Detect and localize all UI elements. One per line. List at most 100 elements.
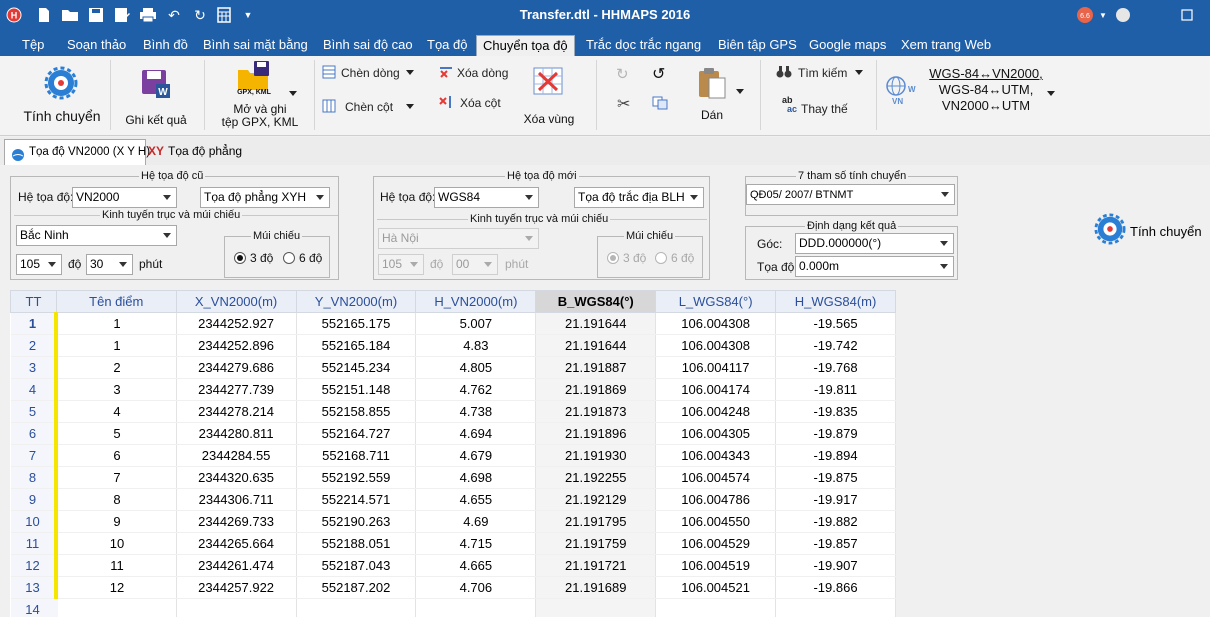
cell-b-wgs84[interactable]: 21.191689 [536, 577, 656, 599]
cell-b-wgs84[interactable]: 21.191896 [536, 423, 656, 445]
old-minute-select[interactable]: 30 [86, 254, 133, 275]
column-header-x-vn2000[interactable]: X_VN2000(m) [176, 291, 296, 313]
column-header-ten-diem[interactable]: Tên điểm [56, 291, 176, 313]
menu-tab-binh-sai-do-cao[interactable]: Bình sai độ cao [319, 35, 417, 56]
cell-point-name[interactable]: 1 [56, 335, 176, 357]
tim-kiem-dropdown-icon[interactable] [855, 70, 863, 75]
cell-row-number[interactable]: 2 [11, 335, 57, 357]
menu-tab-binh-do[interactable]: Bình đồ [139, 35, 192, 56]
cell-l-wgs84[interactable]: 106.004786 [656, 489, 776, 511]
menu-tab-google-maps[interactable]: Google maps [805, 35, 890, 56]
cell-row-number[interactable]: 5 [11, 401, 57, 423]
dan-dropdown-icon[interactable] [736, 89, 744, 94]
refresh-icon[interactable]: ↺ [652, 64, 665, 84]
cell-h-wgs84[interactable] [776, 599, 896, 617]
cell-h-vn2000[interactable]: 4.805 [416, 357, 536, 379]
cell-x-vn2000[interactable]: 2344269.733 [176, 511, 296, 533]
table-row[interactable]: 14 [11, 599, 896, 617]
column-header-y-vn2000[interactable]: Y_VN2000(m) [296, 291, 416, 313]
cell-b-wgs84[interactable]: 21.191721 [536, 555, 656, 577]
table-row[interactable]: 9 8 2344306.711 552214.571 4.655 21.192129 106… [11, 489, 896, 511]
cell-y-vn2000[interactable]: 552188.051 [296, 533, 416, 555]
cell-h-vn2000[interactable]: 4.655 [416, 489, 536, 511]
cell-x-vn2000[interactable]: 2344261.474 [176, 555, 296, 577]
cell-point-name[interactable]: 11 [56, 555, 176, 577]
cell-h-vn2000[interactable]: 4.69 [416, 511, 536, 533]
cut-icon[interactable]: ✂ [617, 94, 630, 114]
cell-x-vn2000[interactable]: 2344280.811 [176, 423, 296, 445]
cell-y-vn2000[interactable]: 552165.175 [296, 313, 416, 335]
cell-row-number[interactable]: 1 [11, 313, 57, 335]
cell-b-wgs84[interactable]: 21.192255 [536, 467, 656, 489]
cell-y-vn2000[interactable]: 552165.184 [296, 335, 416, 357]
cell-row-number[interactable]: 6 [11, 423, 57, 445]
cell-x-vn2000[interactable]: 2344306.711 [176, 489, 296, 511]
cell-x-vn2000[interactable]: 2344278.214 [176, 401, 296, 423]
cell-point-name[interactable]: 4 [56, 401, 176, 423]
cell-x-vn2000[interactable]: 2344277.739 [176, 379, 296, 401]
menu-tab-soan-thao[interactable]: Soạn thảo [63, 35, 130, 56]
cell-row-number[interactable]: 13 [11, 577, 57, 599]
ribbon-thay-the-button[interactable]: ab ac Thay thế [782, 96, 858, 118]
table-row[interactable]: 3 2 2344279.686 552145.234 4.805 21.191887 106… [11, 357, 896, 379]
cell-y-vn2000[interactable]: 552190.263 [296, 511, 416, 533]
maximize-icon[interactable] [1176, 4, 1198, 26]
menu-tab-tep[interactable]: Tệp [18, 35, 48, 56]
table-row[interactable]: 13 12 2344257.922 552187.202 4.706 21.191689 1… [11, 577, 896, 599]
cell-h-vn2000[interactable]: 4.762 [416, 379, 536, 401]
cell-l-wgs84[interactable]: 106.004308 [656, 313, 776, 335]
customize-dropdown-icon[interactable]: ▼ [238, 5, 258, 25]
cell-y-vn2000[interactable]: 552168.711 [296, 445, 416, 467]
cell-h-wgs84[interactable]: -19.875 [776, 467, 896, 489]
cell-point-name[interactable]: 3 [56, 379, 176, 401]
params-select[interactable]: QĐ05/ 2007/ BTNMT [746, 184, 955, 205]
cell-b-wgs84[interactable]: 21.191795 [536, 511, 656, 533]
menu-tab-bien-tap-gps[interactable]: Biên tập GPS [714, 35, 801, 56]
cell-l-wgs84[interactable]: 106.004174 [656, 379, 776, 401]
user-menu-arrow-icon[interactable]: ▼ [1092, 4, 1114, 26]
new-province-select[interactable]: Hà Nội [378, 228, 539, 249]
table-row[interactable]: 1 1 2344252.927 552165.175 5.007 21.191644 106… [11, 313, 896, 335]
open-folder-icon[interactable] [60, 5, 80, 25]
new-loai-toa-do-select[interactable]: Tọa độ trắc địa BLH [574, 187, 704, 208]
table-row[interactable]: 8 7 2344320.635 552192.559 4.698 21.192255 106… [11, 467, 896, 489]
cell-y-vn2000[interactable]: 552145.234 [296, 357, 416, 379]
table-row[interactable]: 11 10 2344265.664 552188.051 4.715 21.191759 1… [11, 533, 896, 555]
cell-h-vn2000[interactable]: 4.715 [416, 533, 536, 555]
table-row[interactable]: 4 3 2344277.739 552151.148 4.762 21.191869 106… [11, 379, 896, 401]
ribbon-tinh-chuyen-button[interactable]: Tính chuyển [20, 62, 104, 128]
cell-y-vn2000[interactable]: 552164.727 [296, 423, 416, 445]
cell-y-vn2000[interactable]: 552192.559 [296, 467, 416, 489]
old-zone-6-radio[interactable] [283, 252, 295, 264]
cell-x-vn2000[interactable]: 2344257.922 [176, 577, 296, 599]
old-province-select[interactable]: Bắc Ninh [16, 225, 177, 246]
cell-h-vn2000[interactable]: 4.665 [416, 555, 536, 577]
column-header-l-wgs84[interactable]: L_WGS84(°) [656, 291, 776, 313]
cell-l-wgs84[interactable] [656, 599, 776, 617]
table-row[interactable]: 12 11 2344261.474 552187.043 4.665 21.191721 1… [11, 555, 896, 577]
cell-h-vn2000[interactable]: 4.698 [416, 467, 536, 489]
column-header-h-vn2000[interactable]: H_VN2000(m) [416, 291, 536, 313]
cell-b-wgs84[interactable]: 21.191644 [536, 313, 656, 335]
cell-h-wgs84[interactable]: -19.835 [776, 401, 896, 423]
cell-row-number[interactable]: 7 [11, 445, 57, 467]
cell-y-vn2000[interactable]: 552187.043 [296, 555, 416, 577]
cell-point-name[interactable]: 1 [56, 313, 176, 335]
ribbon-chen-cot-button[interactable]: Chèn cột [322, 98, 404, 116]
cell-l-wgs84[interactable]: 106.004248 [656, 401, 776, 423]
gpx-kml-dropdown-icon[interactable] [289, 91, 297, 96]
table-row[interactable]: 7 6 2344284.55 552168.711 4.679 21.191930 106.… [11, 445, 896, 467]
cell-x-vn2000[interactable]: 2344320.635 [176, 467, 296, 489]
new-minute-select[interactable]: 00 [452, 254, 498, 275]
conversion-dropdown-icon[interactable] [1047, 91, 1055, 96]
column-header-h-wgs84[interactable]: H_WGS84(m) [776, 291, 896, 313]
cell-x-vn2000[interactable]: 2344284.55 [176, 445, 296, 467]
cell-h-wgs84[interactable]: -19.879 [776, 423, 896, 445]
table-row[interactable]: 5 4 2344278.214 552158.855 4.738 21.191873 106… [11, 401, 896, 423]
cell-row-number[interactable]: 10 [11, 511, 57, 533]
cell-point-name[interactable] [56, 599, 176, 617]
menu-tab-binh-sai-mat-bang[interactable]: Bình sai mặt bằng [199, 35, 312, 56]
cell-y-vn2000[interactable]: 552187.202 [296, 577, 416, 599]
cell-point-name[interactable]: 12 [56, 577, 176, 599]
menu-tab-xem-trang-web[interactable]: Xem trang Web [897, 35, 995, 56]
